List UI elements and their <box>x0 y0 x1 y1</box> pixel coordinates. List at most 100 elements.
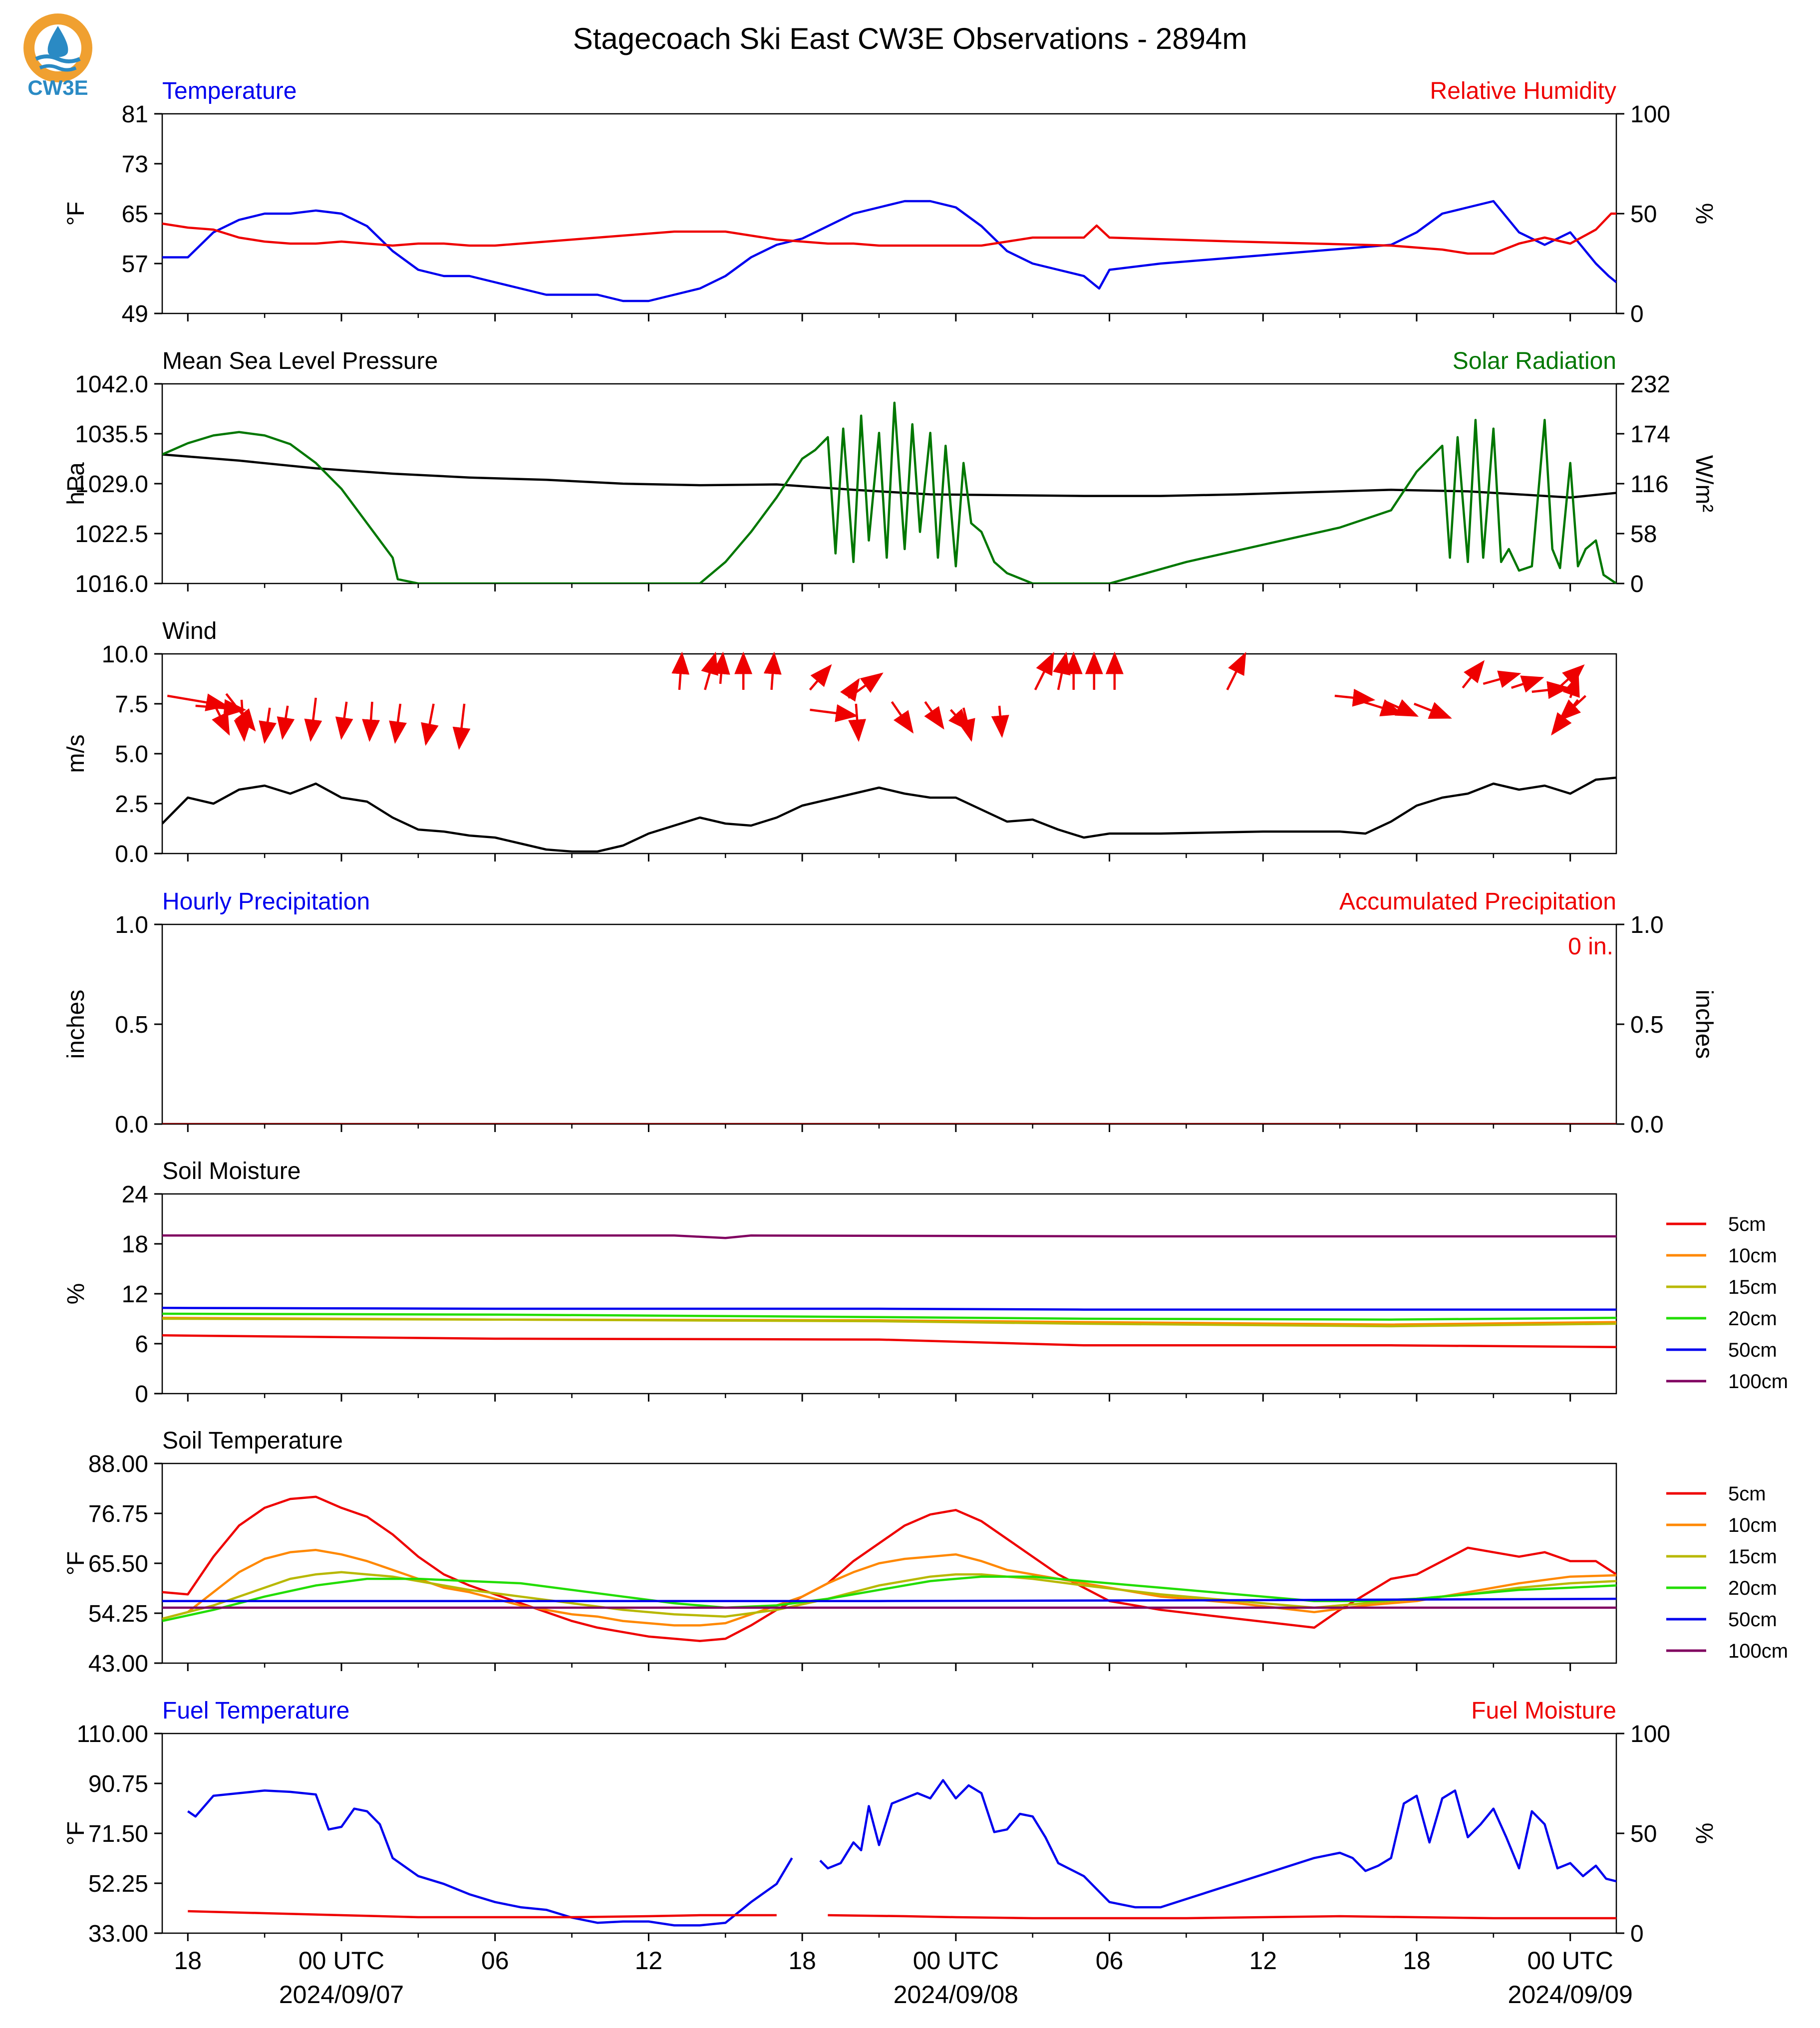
legend-label: 20cm <box>1728 1308 1777 1330</box>
y-right-axis-label: % <box>1691 203 1717 225</box>
series-group <box>162 1495 1616 1642</box>
y-tick-label: 73 <box>122 151 148 178</box>
y-right-tick-label: 0 <box>1630 301 1644 327</box>
panel-title-left: Mean Sea Level Pressure <box>162 348 438 374</box>
panel-title-left: Hourly Precipitation <box>162 888 370 915</box>
wind-arrow <box>1483 670 1521 688</box>
y-axis-label: % <box>63 1283 89 1305</box>
panel-mslp_solar: 1016.0 1022.5 1029.0 1035.5 1042.0 hPa 0 58 116 1… <box>63 348 1717 597</box>
series-line-0 <box>162 776 1616 853</box>
y-tick-label: 24 <box>122 1181 148 1208</box>
series-line-1 <box>162 401 1616 583</box>
y-right-axis-label: % <box>1691 1823 1717 1844</box>
y-right-tick-label: 58 <box>1630 521 1657 548</box>
logo-text: CW3E <box>27 76 88 99</box>
wind-arrow <box>957 707 975 742</box>
panel-precip: 0.0 0.5 1.0 inches 0.0 0.5 1.0 inches Hourly Pre… <box>63 888 1717 1138</box>
legend-label: 20cm <box>1728 1577 1777 1599</box>
y-tick-label: 65 <box>122 201 148 228</box>
panel-soil_temp: 43.00 54.25 65.50 76.75 88.00 °F Soil Temperat… <box>63 1428 1788 1677</box>
y-tick-label: 1.0 <box>115 912 148 938</box>
panel-title-right: Relative Humidity <box>1430 78 1616 104</box>
wind-arrow <box>389 703 407 744</box>
panel-title-right: Fuel Moisture <box>1471 1698 1616 1724</box>
legend-label: 50cm <box>1728 1339 1777 1361</box>
series-line-5cm <box>162 1334 1616 1348</box>
series-line-1 <box>828 1914 1616 1920</box>
panel-fuel: 33.00 52.25 71.50 90.75 110.00 °F 0 50 100% Fuel … <box>63 1698 1717 1947</box>
y-tick-label: 81 <box>122 101 148 128</box>
legend-label: 15cm <box>1728 1276 1777 1298</box>
panel-soil_moisture: 0 6 12 18 24% Soil Moisture 5cm 10cm 15cm 20cm 50c… <box>63 1158 1788 1408</box>
wind-arrow <box>1334 688 1376 707</box>
wind-arrow <box>1511 675 1544 693</box>
y-tick-label: 110.00 <box>77 1721 148 1747</box>
series-line-0 <box>819 1779 1616 1909</box>
y-right-tick-label: 0 <box>1630 571 1644 597</box>
wind-arrow <box>924 701 944 730</box>
wind-arrow <box>1385 699 1419 717</box>
y-right-tick-label: 0.0 <box>1630 1112 1664 1138</box>
waves-icon <box>35 54 81 63</box>
x-tick-label: 06 <box>481 1947 509 1975</box>
y-axis-label: hPa <box>63 462 89 505</box>
y-right-tick-label: 232 <box>1630 371 1670 398</box>
x-tick-label: 18 <box>788 1947 816 1975</box>
y-tick-label: 71.50 <box>88 1821 148 1847</box>
legend-label: 10cm <box>1728 1245 1777 1267</box>
panel-temp_rh: 49 57 65 73 81 °F 0 50 100% Temperature Relative H… <box>63 78 1717 327</box>
x-tick-label: 00 UTC <box>299 1947 384 1975</box>
y-right-tick-label: 116 <box>1630 471 1669 498</box>
time-axis-labels: 18 00 UTC 2024/09/07 06 12 18 00 UTC 2024/09/08… <box>174 1947 1632 2009</box>
y-right-tick-label: 1.0 <box>1630 912 1664 938</box>
y-right-tick-label: 0 <box>1630 1921 1644 1947</box>
x-tick-label: 00 UTC <box>913 1947 999 1975</box>
wind-arrow <box>362 701 380 742</box>
y-tick-label: 49 <box>122 301 148 327</box>
y-axis-label: °F <box>63 1821 89 1846</box>
y-tick-label: 12 <box>122 1281 148 1308</box>
series-line-0 <box>162 453 1616 499</box>
y-tick-label: 0.5 <box>115 1012 148 1038</box>
wind-arrow <box>891 701 914 734</box>
wind-arrow <box>840 678 860 702</box>
wind-arrow <box>335 701 353 740</box>
wind-arrow <box>1531 681 1570 699</box>
panel-title-left: Fuel Temperature <box>162 1698 349 1724</box>
series-line-0 <box>162 200 1616 302</box>
legend-label: 100cm <box>1728 1371 1788 1393</box>
panel-title-right: Solar Radiation <box>1453 348 1616 374</box>
legend-label: 100cm <box>1728 1640 1788 1662</box>
wind-arrow <box>1034 651 1054 691</box>
series-line-1 <box>162 212 1616 255</box>
legend-label: 5cm <box>1728 1213 1766 1235</box>
y-tick-label: 57 <box>122 251 148 278</box>
series-line-20cm <box>162 1312 1616 1321</box>
wind-arrow <box>212 707 230 736</box>
wind-arrow <box>1226 651 1246 691</box>
legend-label: 15cm <box>1728 1546 1777 1568</box>
y-tick-label: 10.0 <box>102 641 148 668</box>
y-tick-label: 52.25 <box>88 1871 148 1897</box>
x-tick-label: 12 <box>635 1947 663 1975</box>
y-axis-label: °F <box>63 202 89 226</box>
x-tick-label: 06 <box>1096 1947 1124 1975</box>
legend-label: 5cm <box>1728 1483 1766 1505</box>
y-tick-label: 90.75 <box>88 1771 148 1797</box>
precip-total-annotation: 0 in. <box>1568 933 1613 960</box>
y-tick-label: 6 <box>135 1331 148 1358</box>
wind-arrow <box>234 699 252 742</box>
panel-title-left: Temperature <box>162 78 297 104</box>
x-tick-label: 00 UTC <box>1527 1947 1613 1975</box>
y-tick-label: 1042.0 <box>75 371 148 398</box>
wind-arrow <box>259 707 277 744</box>
wind-arrow <box>810 704 859 722</box>
x-tick-label: 18 <box>174 1947 202 1975</box>
y-tick-label: 54.25 <box>88 1601 148 1627</box>
wind-arrow <box>763 651 782 690</box>
y-tick-label: 88.00 <box>88 1451 148 1477</box>
wind-arrow <box>991 705 1009 738</box>
y-tick-label: 0.0 <box>115 1112 148 1138</box>
y-tick-label: 0 <box>135 1381 148 1408</box>
wind-arrow <box>1462 660 1485 689</box>
